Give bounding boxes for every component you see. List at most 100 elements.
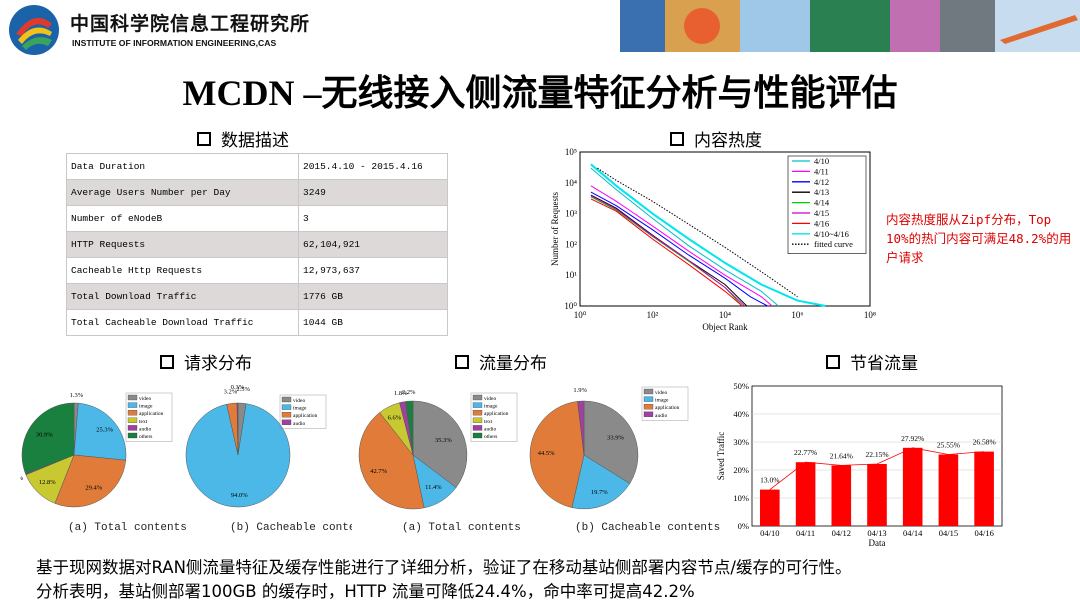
series-line [590,195,746,307]
series-line [590,185,773,307]
pie-label: 3.2% [224,389,238,396]
legend-swatch [472,417,483,423]
legend-swatch [643,388,654,395]
section-popularity: 内容热度 [670,126,762,151]
table-value: 1044 GB [298,309,448,336]
pie-label: 44.5% [538,450,555,457]
pie-label: 35.3% [435,437,452,444]
legend-swatch [127,410,138,416]
table-key: HTTP Requests [66,231,299,258]
pie-label: 19.7% [591,489,608,496]
legend-label: image [655,398,669,404]
legend-box [279,394,327,429]
pie-label: 0.3% [20,475,24,482]
table-value: 62,104,921 [298,231,448,258]
bar-value-label: 22.77% [794,448,817,457]
section-data-desc: 数据描述 [197,126,289,151]
legend-label: 4/15 [814,208,829,218]
pie-label: 11.4% [425,484,442,491]
caption-req-cache: (b) Cacheable conten [230,522,352,534]
table-key: Total Download Traffic [66,283,299,310]
legend-label: text [484,419,493,425]
legend-swatch [643,411,654,417]
legend-label: video [655,390,667,396]
y-axis-label: Number of Requests [550,192,560,266]
legend-label: video [293,398,305,404]
y-tick-label: 20% [733,465,749,475]
saved-traffic-chart: 0% 10% 20% 30% 40% 50% 13.0% 04/10 22.77% 04/11 21… [716,381,1003,548]
x-tick-label: 10⁶ [791,310,803,320]
checkbox-square-icon [826,354,840,369]
data-description-table: Data Duration 2015.4.10 - 2015.4.16 Averag… [66,153,448,336]
legend-swatch [127,417,138,423]
legend-label: 4/14 [814,198,830,208]
bar-value-label: 25.55% [937,441,960,450]
bar [867,464,887,526]
y-tick-label: 50% [733,381,749,391]
bar [760,489,780,526]
x-axis-label: Object Rank [702,322,748,332]
bar [831,465,852,526]
legend-box [641,386,689,421]
table-row: HTTP Requests 62,104,921 [66,231,448,258]
request-total-pie: 1.3% 25.3% 29.4% 12.8% 0.3% 30.9% video imageap… [20,392,173,508]
legend-swatch [127,425,138,431]
caption-trf-cache: (b) Cacheable contents [575,522,721,534]
pie-slice [412,400,468,488]
bar [974,451,994,526]
y-tick-label: 10% [733,493,749,503]
checkbox-square-icon [455,354,469,369]
pie-label: 2.5% [236,386,250,393]
series-line [590,163,826,307]
pie-label: 12.8% [39,479,56,486]
pie-label: 2.2% [402,389,416,396]
legend-swatch [472,432,483,439]
legend-label: image [293,406,307,412]
pie-label: 1.3% [70,392,84,399]
bar [795,462,816,526]
legend-label: application [293,413,318,419]
x-tick-label: 10² [647,310,659,320]
pie-slice [571,454,631,510]
pie-label: 1.9% [573,387,587,394]
legend-swatch [127,432,138,439]
pie-slice [529,401,585,508]
legend-swatch [472,402,483,408]
y-tick-label: 40% [733,409,749,419]
caption-req-total: (a) Total contents [68,522,187,534]
traffic-total-pie: 35.3% 11.4% 42.7% 6.6% 1.8%2.2% video imageapp… [358,389,518,510]
bar [902,447,923,526]
bar-value-label: 22.15% [865,450,888,459]
summary-line-1: 基于现网数据对RAN侧流量特征及缓存性能进行了详细分析，验证了在移动基站侧部署内… [36,558,852,577]
legend-label: 4/16 [814,218,829,228]
y-tick-label: 10² [565,239,577,249]
legend-swatch [472,410,483,416]
x-tick-label: 10⁰ [574,310,587,320]
summary-text: 基于现网数据对RAN侧流量特征及缓存性能进行了详细分析，验证了在移动基站侧部署内… [36,556,1076,604]
legend-label: others [484,434,497,440]
table-value: 3249 [298,179,448,206]
table-value: 3 [298,205,448,232]
y-tick-label: 10⁵ [565,147,577,157]
table-key: Average Users Number per Day [66,179,299,206]
series-line [590,198,743,307]
x-tick-label: 10⁸ [864,310,876,320]
pie-slice [236,402,239,456]
checkbox-square-icon [670,131,684,146]
y-tick-label: 10³ [565,209,577,219]
bar-value-label: 27.92% [901,434,924,443]
legend-swatch [281,412,292,418]
legend-label: audio [655,413,667,419]
pie-slice [185,403,291,508]
pie-slice [73,402,127,461]
pie-label: 25.3% [96,426,113,433]
trend-line [769,447,985,490]
legend-label: video [484,396,496,402]
table-row: Cacheable Http Requests 12,973,637 [66,257,448,284]
table-row: Number of eNodeB 3 [66,205,448,232]
institute-name-cn: 中国科学院信息工程研究所 [70,13,311,35]
pie-slice [21,402,75,475]
legend-box [125,392,173,442]
table-key: Data Duration [66,153,299,180]
